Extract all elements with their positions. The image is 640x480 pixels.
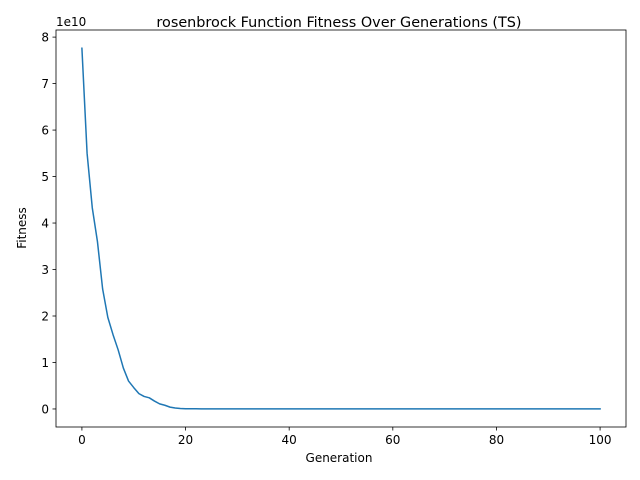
x-tick-label: 80 xyxy=(489,433,504,447)
y-axis-ticks: 0 1 2 3 4 5 6 7 8 xyxy=(41,31,56,416)
y-tick-label: 6 xyxy=(41,124,49,138)
chart-title: rosenbrock Function Fitness Over Generat… xyxy=(156,15,521,31)
x-tick-label: 100 xyxy=(589,433,612,447)
y-tick-label: 2 xyxy=(41,310,49,324)
y-tick-label: 1 xyxy=(41,356,49,370)
fitness-series-line xyxy=(81,47,601,410)
x-tick-label: 0 xyxy=(78,433,86,447)
x-tick-label: 20 xyxy=(178,433,193,447)
x-tick-label: 60 xyxy=(385,433,400,447)
y-tick-label: 8 xyxy=(41,31,49,45)
x-axis-label: Generation xyxy=(306,451,373,465)
y-tick-label: 7 xyxy=(41,77,49,91)
line-layer xyxy=(81,47,601,410)
y-axis-offset-label: 1e10 xyxy=(56,15,86,29)
x-tick-label: 40 xyxy=(282,433,297,447)
y-tick-label: 0 xyxy=(41,402,49,416)
y-tick-label: 5 xyxy=(41,170,49,184)
y-tick-label: 3 xyxy=(41,263,49,277)
x-axis-ticks: 0 20 40 60 80 100 xyxy=(78,427,612,447)
y-tick-label: 4 xyxy=(41,217,49,231)
y-axis-label: Fitness xyxy=(15,207,29,249)
axes-frame xyxy=(55,29,627,428)
